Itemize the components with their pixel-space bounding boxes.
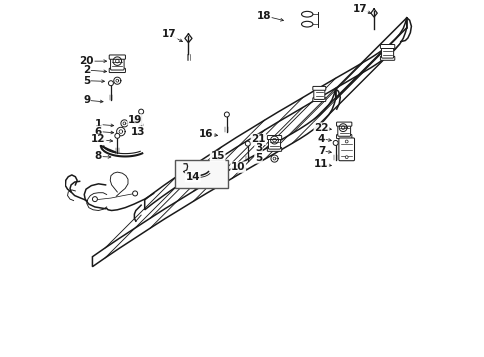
Circle shape: [345, 156, 348, 159]
Text: 21: 21: [251, 134, 265, 144]
FancyBboxPatch shape: [110, 57, 124, 70]
FancyBboxPatch shape: [268, 138, 280, 149]
Circle shape: [115, 133, 120, 138]
Polygon shape: [144, 18, 406, 210]
Text: 14: 14: [185, 172, 199, 182]
Text: 12: 12: [91, 134, 106, 144]
Polygon shape: [92, 89, 335, 267]
Text: 5: 5: [255, 153, 261, 163]
Text: 2: 2: [83, 65, 90, 75]
Text: 16: 16: [198, 129, 213, 139]
Text: 10: 10: [230, 162, 245, 172]
Text: 17: 17: [162, 30, 177, 40]
Text: 17: 17: [352, 4, 366, 14]
Text: 4: 4: [317, 134, 324, 144]
FancyBboxPatch shape: [381, 47, 393, 58]
Text: 20: 20: [79, 56, 94, 66]
FancyBboxPatch shape: [267, 136, 281, 140]
FancyBboxPatch shape: [379, 45, 394, 49]
Text: 19: 19: [128, 115, 142, 125]
Circle shape: [333, 140, 337, 145]
FancyBboxPatch shape: [336, 122, 351, 126]
Ellipse shape: [301, 11, 312, 17]
Text: 11: 11: [314, 159, 328, 169]
Circle shape: [92, 197, 97, 202]
Text: 18: 18: [256, 11, 271, 21]
Text: 3: 3: [255, 143, 261, 153]
FancyBboxPatch shape: [312, 97, 325, 101]
Bar: [175, 160, 227, 188]
Text: 6: 6: [95, 127, 102, 137]
Circle shape: [345, 140, 348, 143]
FancyBboxPatch shape: [379, 56, 394, 60]
Circle shape: [245, 141, 250, 146]
Text: 22: 22: [314, 123, 328, 133]
FancyBboxPatch shape: [109, 55, 125, 59]
Text: 1: 1: [95, 120, 102, 130]
Text: 13: 13: [130, 127, 145, 137]
Ellipse shape: [301, 21, 312, 27]
Text: 5: 5: [83, 76, 90, 86]
Circle shape: [224, 112, 229, 117]
Text: 7: 7: [317, 146, 324, 156]
Text: 8: 8: [95, 151, 102, 161]
Circle shape: [132, 191, 137, 196]
FancyBboxPatch shape: [267, 147, 281, 151]
Text: 9: 9: [83, 95, 90, 105]
FancyBboxPatch shape: [109, 68, 125, 72]
Text: 15: 15: [210, 151, 225, 161]
Circle shape: [138, 109, 143, 114]
Circle shape: [108, 81, 113, 86]
FancyBboxPatch shape: [338, 138, 354, 161]
FancyBboxPatch shape: [336, 135, 351, 139]
FancyBboxPatch shape: [337, 125, 350, 136]
FancyBboxPatch shape: [312, 86, 325, 90]
FancyBboxPatch shape: [313, 89, 324, 99]
